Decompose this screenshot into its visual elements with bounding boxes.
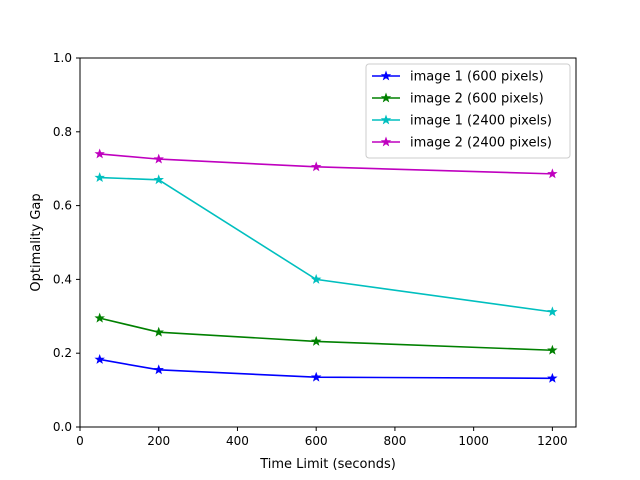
x-axis: 0 200 400 600 800 1000 1200 — [76, 427, 568, 448]
legend-swatch-marker — [380, 114, 392, 125]
legend-item: image 2 (600 pixels) — [372, 92, 544, 107]
legend-label: image 2 (2400 pixels) — [410, 136, 552, 151]
plot-series — [94, 148, 558, 383]
series — [94, 353, 558, 383]
x-tick-label: 1000 — [458, 434, 489, 448]
x-axis-title: Time Limit (seconds) — [259, 457, 396, 472]
y-axis: 0.0 0.2 0.4 0.6 0.8 1.0 — [53, 51, 80, 434]
y-tick-label: 0.8 — [53, 125, 72, 139]
data-point — [94, 172, 105, 182]
x-tick-label: 600 — [305, 434, 328, 448]
legend-item: image 2 (2400 pixels) — [372, 136, 552, 151]
data-point — [153, 364, 164, 375]
legend-label: image 1 (2400 pixels) — [410, 114, 552, 129]
x-tick-label: 0 — [76, 434, 84, 448]
legend-swatch-marker — [380, 92, 392, 103]
legend-swatch-marker — [380, 70, 392, 81]
y-tick-label: 1.0 — [53, 51, 72, 65]
x-tick-label: 200 — [147, 434, 170, 448]
legend: image 1 (600 pixels) image 2 (600 pixels)… — [365, 63, 571, 159]
series-line — [99, 358, 553, 380]
data-point — [547, 306, 558, 317]
data-point — [153, 174, 164, 185]
data-point — [547, 344, 558, 355]
data-point — [94, 148, 105, 159]
series — [94, 148, 558, 179]
data-point — [153, 153, 164, 164]
legend-label: image 2 (600 pixels) — [410, 92, 544, 107]
data-point — [94, 353, 105, 364]
y-tick-label: 0.6 — [53, 199, 72, 213]
legend-item: image 1 (2400 pixels) — [372, 114, 552, 129]
y-tick-label: 0.2 — [53, 346, 72, 360]
data-point — [94, 312, 105, 323]
series — [94, 312, 558, 355]
plot-frame — [79, 57, 577, 428]
x-tick-label: 800 — [383, 434, 406, 448]
x-tick-label: 1200 — [537, 434, 568, 448]
series — [94, 172, 558, 317]
series-line — [99, 153, 553, 175]
y-tick-label: 0.4 — [53, 272, 72, 286]
series-line — [99, 176, 553, 313]
data-point — [547, 372, 558, 383]
y-axis-title: Optimality Gap — [29, 193, 44, 291]
data-point — [310, 273, 322, 284]
data-point — [153, 326, 164, 337]
data-point — [310, 335, 322, 346]
legend-box — [365, 63, 571, 159]
data-point — [310, 371, 322, 382]
y-tick-label: 0.0 — [53, 420, 72, 434]
series-line — [99, 317, 553, 352]
data-point — [310, 161, 322, 172]
legend-label: image 1 (600 pixels) — [410, 70, 544, 85]
legend-item: image 1 (600 pixels) — [372, 70, 544, 85]
legend-swatch-marker — [380, 136, 392, 147]
data-point — [547, 168, 558, 179]
x-tick-label: 400 — [226, 434, 249, 448]
